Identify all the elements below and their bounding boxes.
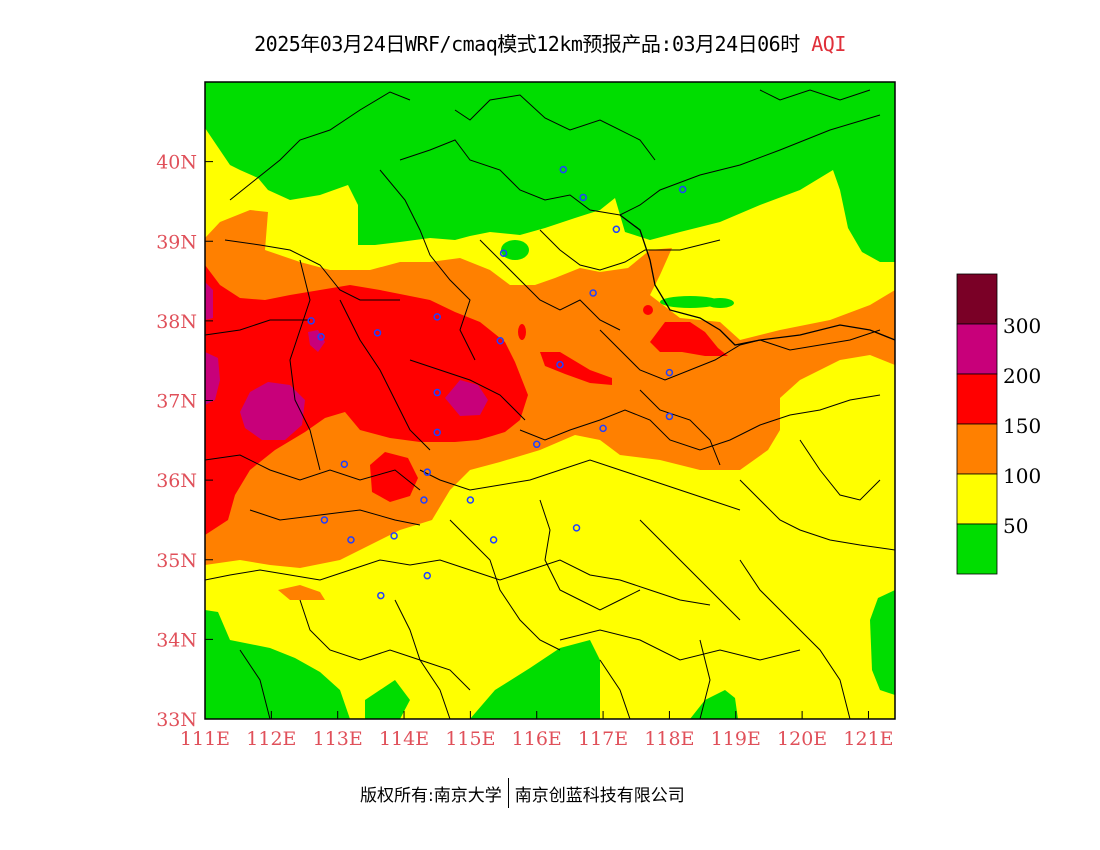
legend-swatch-good (956, 523, 998, 575)
station-marker (466, 496, 475, 504)
aqi-patch-unhealthy-small-2 (643, 305, 653, 315)
boundary-lines (205, 89, 895, 719)
station-marker (612, 225, 621, 234)
y-tick-label: 33N (156, 709, 197, 731)
station-marker (377, 591, 385, 600)
aqi-field (205, 82, 895, 719)
aqi-patch-usg-south (278, 585, 325, 600)
variable-label: AQI (811, 32, 846, 56)
station-marker (373, 329, 382, 337)
x-tick-label: 112E (246, 728, 296, 750)
legend-swatch-very-unhealthy (956, 323, 998, 375)
y-tick-label: 38N (156, 311, 197, 333)
station-marker (572, 524, 581, 532)
station-marker (423, 468, 432, 476)
x-tick-label: 115E (445, 728, 495, 750)
station-marker (496, 337, 504, 345)
station-marker (423, 571, 432, 580)
x-tick-label: 118E (644, 728, 694, 750)
legend-label-100: 100 (1003, 464, 1041, 488)
aqi-region-good-south (365, 680, 410, 719)
aqi-region-good-south-center (470, 640, 600, 719)
station-marker (489, 536, 498, 544)
y-tick-label: 37N (156, 391, 197, 413)
monitoring-stations (307, 165, 687, 600)
station-marker (307, 317, 315, 325)
x-tick-label: 117E (578, 728, 628, 750)
station-marker (678, 185, 687, 194)
y-axis: 33N 34N 35N 36N 37N 38N 39N 40N (156, 152, 213, 731)
legend-label-200: 200 (1003, 364, 1041, 388)
aqi-patch-good-2 (706, 298, 734, 308)
legend-swatch-unhealthy (956, 373, 998, 425)
y-tick-label: 34N (156, 629, 197, 651)
aqi-region-good-north (205, 82, 895, 262)
aqi-region-good-southwest (205, 610, 350, 719)
station-marker (347, 536, 355, 544)
aqi-patch-unhealthy-mid (540, 352, 612, 385)
aqi-region-good-east-edge (870, 590, 895, 695)
station-marker (433, 388, 441, 397)
y-tick-label: 36N (156, 470, 197, 492)
map-title-text: 2025年03月24日WRF/cmaq模式12km预报产品:03月24日06时 (254, 32, 800, 56)
station-marker (559, 165, 568, 174)
aqi-patch-very-unhealthy-2 (445, 380, 488, 416)
x-tick-label: 121E (843, 728, 893, 750)
station-marker (433, 313, 441, 321)
station-marker (499, 249, 508, 257)
copyright-company: 南京创蓝科技有限公司 (514, 785, 685, 806)
map-title: 2025年03月24日WRF/cmaq模式12km预报产品:03月24日06时 … (0, 28, 1100, 57)
station-marker (340, 460, 349, 468)
station-marker (579, 193, 587, 202)
station-marker (556, 360, 564, 369)
x-tick-label: 116E (512, 728, 562, 750)
x-tick-label: 113E (313, 728, 363, 750)
footer-divider (507, 778, 509, 808)
aqi-patch-good-3 (501, 240, 529, 260)
legend-swatch-hazardous (956, 273, 998, 325)
aqi-patch-very-unhealthy-4 (205, 282, 213, 320)
y-tick-label: 40N (156, 152, 197, 174)
aqi-patch-good-1 (660, 296, 720, 308)
station-marker (320, 516, 329, 524)
aqi-patch-unhealthy-east (650, 322, 728, 356)
x-axis: 111E 112E 113E 114E 115E 116E 117E 118E 119E 120E… (180, 711, 894, 750)
legend-label-300: 300 (1003, 314, 1041, 338)
aqi-patch-very-unhealthy-3 (205, 352, 220, 405)
legend-label-150: 150 (1003, 414, 1041, 438)
y-tick-label: 35N (156, 550, 197, 572)
x-tick-label: 111E (180, 728, 230, 750)
aqi-patch-unhealthy-south (370, 452, 418, 502)
aqi-region-unhealthy (205, 265, 528, 535)
x-tick-label: 114E (379, 728, 429, 750)
station-marker (532, 440, 541, 449)
station-marker (599, 424, 607, 433)
y-tick-label: 39N (156, 231, 197, 253)
legend-label-50: 50 (1003, 514, 1028, 538)
legend-swatch-usg (956, 423, 998, 475)
aqi-patch-unhealthy-small (518, 324, 526, 340)
station-marker (317, 333, 325, 341)
legend-colorbar: 300 200 150 100 50 (956, 273, 1041, 575)
station-marker (589, 289, 597, 297)
station-marker (433, 428, 441, 437)
copyright-owner: 版权所有:南京大学 (360, 785, 502, 806)
x-tick-label: 119E (711, 728, 761, 750)
station-marker (665, 412, 674, 421)
station-marker (665, 368, 674, 377)
station-marker (390, 532, 398, 540)
coastline (619, 214, 895, 346)
copyright-footer: 版权所有:南京大学 南京创蓝科技有限公司 (360, 778, 685, 808)
aqi-patch-very-unhealthy-5 (308, 330, 325, 352)
station-marker (420, 496, 428, 504)
aqi-patch-very-unhealthy-1 (240, 382, 305, 440)
x-tick-label: 120E (777, 728, 827, 750)
legend-swatch-moderate (956, 473, 998, 525)
